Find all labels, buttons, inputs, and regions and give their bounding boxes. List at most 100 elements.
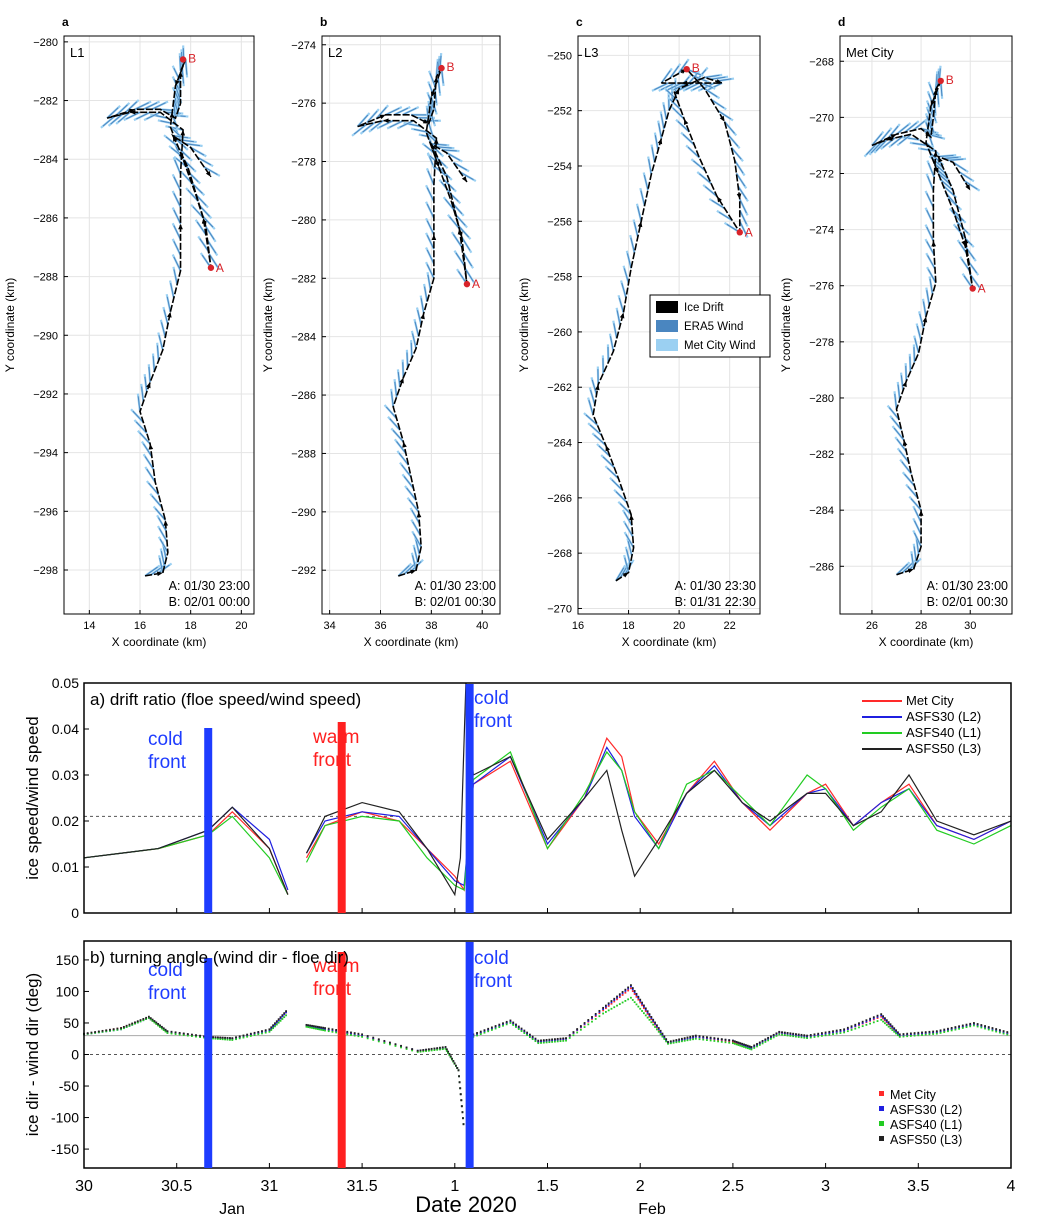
data-point [618, 1003, 621, 1005]
era5-wind-arrow [196, 221, 207, 235]
data-point [318, 1026, 321, 1028]
x-axis-label: X coordinate (km) [364, 635, 459, 649]
era5-wind-arrow [625, 534, 635, 548]
data-point [924, 1032, 927, 1035]
data-point [178, 1033, 181, 1036]
data-point [906, 1032, 909, 1035]
data-point [483, 1031, 486, 1034]
era5-wind-arrow [615, 491, 628, 503]
era5-wind-arrow [623, 512, 633, 526]
legend-swatch [879, 1121, 884, 1126]
data-point [835, 1030, 838, 1033]
data-point [943, 1031, 946, 1033]
era5-wind-arrow [158, 335, 164, 351]
data-point [669, 1040, 672, 1043]
y-tick-label: −288 [33, 272, 58, 284]
era5-wind-arrow [936, 71, 940, 87]
y-tick-label: −258 [547, 272, 572, 284]
data-point [965, 1023, 968, 1026]
data-point [616, 996, 618, 999]
data-point [783, 1031, 786, 1034]
era5-wind-arrow [412, 555, 417, 571]
era5-wind-arrow [394, 381, 398, 398]
data-point [732, 1039, 734, 1042]
y-tick-label: −298 [33, 565, 58, 577]
era5-wind-arrow [424, 286, 428, 302]
x-axis-label: X coordinate (km) [879, 635, 974, 649]
data-point [191, 1035, 193, 1037]
data-point [921, 1032, 923, 1035]
data-point [667, 1042, 669, 1045]
ice-drift-arrowhead [201, 217, 207, 224]
data-point [361, 1033, 363, 1036]
era5-wind-arrow [159, 557, 164, 574]
data-point [939, 1031, 942, 1034]
data-point [462, 1123, 465, 1126]
data-point [556, 1040, 559, 1043]
data-point [681, 1037, 683, 1040]
data-point [433, 1047, 436, 1050]
era5-wind-arrow [151, 102, 166, 110]
data-point [902, 1035, 905, 1038]
era5-wind-arrow [406, 487, 417, 501]
era5-wind-arrow [385, 406, 397, 419]
era5-wind-arrow [898, 450, 910, 463]
era5-wind-arrow [654, 135, 659, 151]
warm-front-label: front [313, 979, 352, 1000]
era5-wind-arrow [173, 269, 178, 285]
era5-wind-arrow [667, 82, 682, 91]
era5-wind-arrow [677, 61, 688, 75]
data-point [809, 1036, 812, 1039]
data-point [969, 1022, 972, 1025]
legend-entry: ASFS30 (L2) [890, 1103, 962, 1117]
data-point [361, 1034, 363, 1037]
series-points-0 [83, 987, 1009, 1126]
data-point [270, 1026, 273, 1029]
data-point [320, 1027, 323, 1030]
data-point [162, 1027, 165, 1030]
data-point [761, 1040, 764, 1043]
data-point [160, 1027, 163, 1030]
data-point [669, 1042, 672, 1045]
data-point [935, 1030, 938, 1033]
data-point [551, 1040, 554, 1043]
data-point [618, 994, 621, 997]
era5-wind-arrow [426, 264, 435, 279]
ice-drift-arrowhead [933, 89, 938, 96]
era5-wind-arrow [173, 176, 181, 191]
data-point [895, 1029, 897, 1032]
data-point [652, 1018, 655, 1021]
x-tick-label: 34 [324, 620, 336, 632]
x-tick-label: 18 [622, 620, 634, 632]
era5-wind-arrow [912, 142, 928, 146]
data-point [969, 1024, 972, 1026]
era5-wind-arrow [459, 171, 474, 181]
y-tick-label: −292 [291, 565, 316, 577]
data-point [652, 1020, 655, 1022]
era5-wind-arrow [427, 170, 435, 186]
era5-wind-arrow [184, 143, 200, 147]
data-point [639, 1000, 642, 1002]
ice-drift-track [357, 67, 468, 577]
era5-wind-arrow [964, 246, 975, 260]
data-point [654, 1022, 656, 1025]
data-point [350, 1031, 352, 1034]
data-point [583, 1026, 586, 1028]
data-point [591, 1017, 593, 1019]
y-tick-label: −270 [547, 603, 572, 615]
map-panel-b [321, 35, 501, 615]
data-point [644, 1008, 647, 1011]
point-b-marker [937, 77, 944, 85]
ice-drift-arrowhead [379, 114, 386, 120]
era5-wind-arrow [385, 107, 400, 116]
data-point [861, 1020, 864, 1023]
data-point [627, 989, 630, 992]
data-point [686, 1037, 689, 1040]
data-point [199, 1034, 201, 1037]
data-point [913, 1034, 916, 1037]
data-point [655, 1025, 658, 1028]
wind-arrows [863, 65, 982, 576]
era5-wind-arrow [588, 400, 594, 416]
y-tick-label: −278 [809, 337, 834, 349]
era5-wind-arrow [914, 338, 920, 354]
